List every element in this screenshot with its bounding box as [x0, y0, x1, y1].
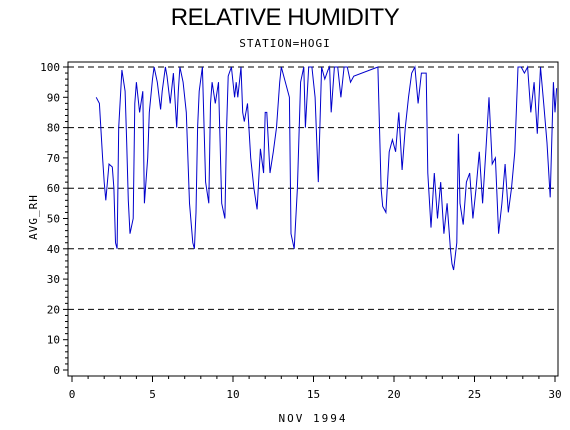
x-tick-label-10: 10: [226, 388, 239, 401]
y-tick-label-90: 90: [47, 91, 60, 104]
chart-title: RELATIVE HUMIDITY: [170, 4, 400, 31]
chart-subtitle: STATION=HOGI: [239, 37, 331, 50]
x-tick-label-15: 15: [307, 388, 320, 401]
y-tick-label-70: 70: [47, 152, 60, 165]
y-tick-label-20: 20: [47, 303, 60, 316]
x-axis-ticks: 0 5 10 15 20 25 30: [69, 376, 562, 401]
y-tick-label-60: 60: [47, 182, 60, 195]
y-axis-label: AVG_RH: [27, 194, 40, 240]
x-tick-label-5: 5: [149, 388, 156, 401]
x-tick-label-0: 0: [69, 388, 76, 401]
y-tick-label-40: 40: [47, 243, 60, 256]
series-line-avg-rh: [95, 65, 558, 271]
y-tick-label-100: 100: [40, 61, 60, 74]
gridlines: [68, 66, 558, 310]
x-axis-label: NOV 1994: [278, 412, 348, 425]
y-tick-label-50: 50: [47, 213, 60, 226]
y-axis-ticks: 0 10 20 30 40 50 60 70 80 90 100: [40, 61, 68, 377]
plot-frame: [67, 61, 559, 377]
x-tick-label-25: 25: [468, 388, 481, 401]
x-tick-label-30: 30: [548, 388, 561, 401]
y-tick-label-30: 30: [47, 273, 60, 286]
y-tick-label-0: 0: [53, 364, 60, 377]
y-tick-label-80: 80: [47, 122, 60, 135]
y-tick-label-10: 10: [47, 334, 60, 347]
x-tick-label-20: 20: [387, 388, 400, 401]
